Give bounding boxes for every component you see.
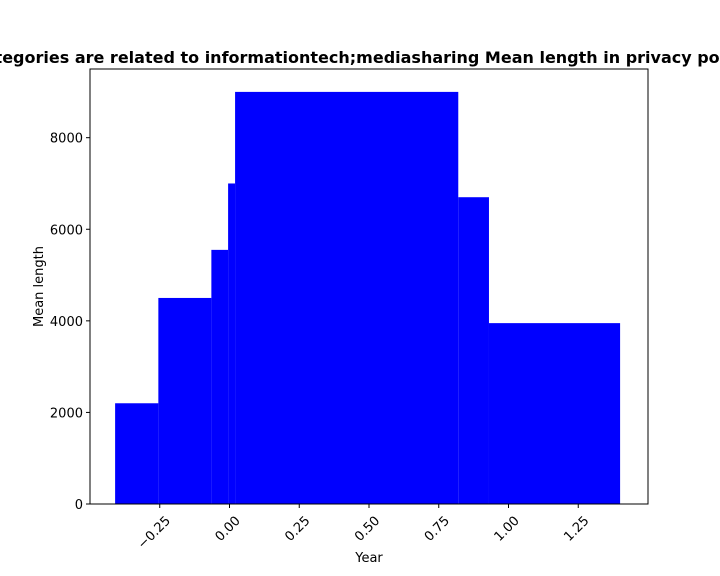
y-tick-label: 8000 bbox=[50, 132, 83, 147]
y-axis: 0 2000 4000 6000 8000 bbox=[50, 132, 90, 513]
x-tick-label: 0.50 bbox=[352, 514, 383, 545]
x-tick-label: 1.00 bbox=[492, 514, 523, 545]
x-axis-label: Year bbox=[354, 551, 383, 566]
bar-5 bbox=[458, 197, 489, 505]
bar-4 bbox=[235, 91, 459, 504]
y-axis-label: Mean length bbox=[32, 246, 47, 327]
y-tick-label: 6000 bbox=[50, 223, 83, 238]
x-tick-label: 1.25 bbox=[561, 514, 592, 545]
bar-0 bbox=[115, 403, 159, 504]
x-axis: −0.25 0.00 0.25 0.50 0.75 1.00 1.25 bbox=[135, 504, 592, 552]
bar-3 bbox=[228, 183, 236, 504]
x-tick-label: 0.25 bbox=[282, 514, 313, 545]
x-tick-label: 0.00 bbox=[213, 514, 244, 545]
bars-group bbox=[115, 91, 621, 505]
y-tick-label: 2000 bbox=[50, 406, 83, 421]
y-tick-label: 0 bbox=[75, 498, 83, 513]
bar-6 bbox=[488, 323, 621, 504]
chart-title: Categories are related to informationtec… bbox=[0, 48, 720, 67]
y-tick-label: 4000 bbox=[50, 315, 83, 330]
x-tick-label: 0.75 bbox=[422, 514, 453, 545]
x-tick-label: −0.25 bbox=[135, 514, 174, 553]
bar-2 bbox=[211, 249, 229, 504]
bar-1 bbox=[158, 297, 212, 504]
